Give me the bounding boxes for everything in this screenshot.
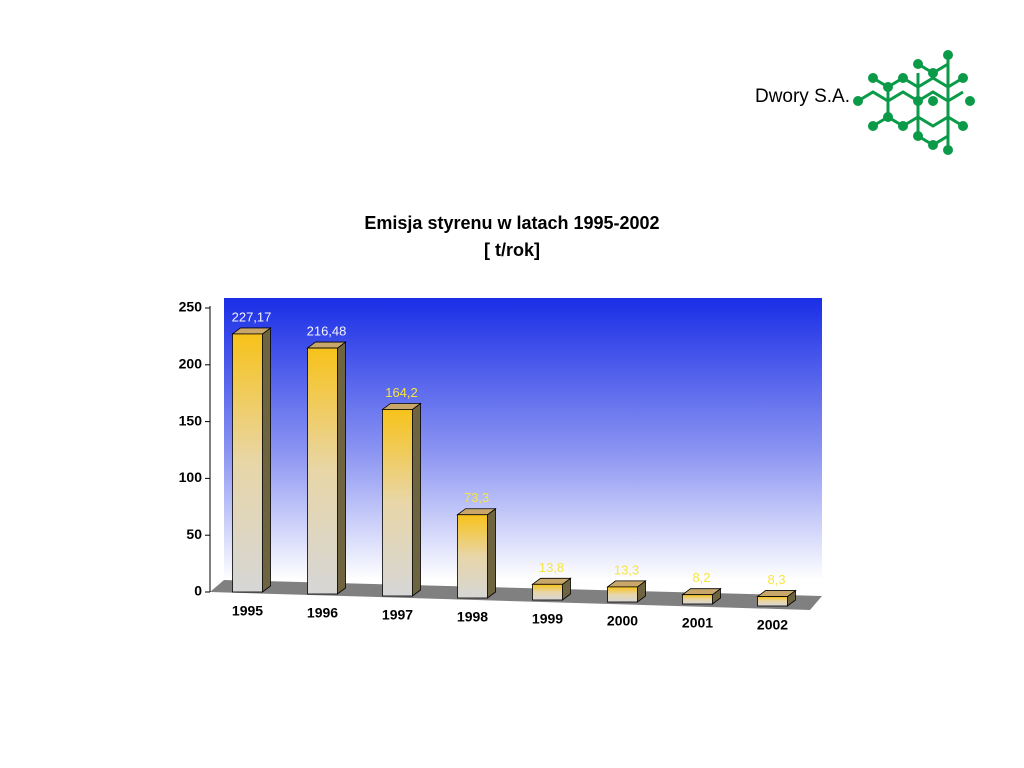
bar-side xyxy=(337,341,346,595)
bar xyxy=(232,333,263,593)
x-tick-label: 1998 xyxy=(457,609,488,625)
bar xyxy=(382,409,413,597)
y-tick-label: 250 xyxy=(179,299,203,315)
value-label: 73,3 xyxy=(464,490,489,505)
x-tick-label: 1996 xyxy=(307,605,338,621)
value-label: 13,3 xyxy=(614,562,639,577)
bar xyxy=(757,596,788,607)
y-tick-label: 0 xyxy=(194,583,202,599)
y-tick-label: 200 xyxy=(179,356,203,372)
x-tick-label: 2001 xyxy=(682,615,713,631)
floor xyxy=(210,580,822,610)
x-tick-label: 2000 xyxy=(607,613,638,629)
x-tick-label: 1997 xyxy=(382,607,413,623)
value-label: 8,2 xyxy=(692,570,710,585)
y-tick-label: 150 xyxy=(179,412,203,428)
value-label: 164,2 xyxy=(385,385,418,400)
bar xyxy=(457,514,488,599)
value-label: 8,3 xyxy=(767,572,785,587)
x-tick-label: 1999 xyxy=(532,611,563,627)
chart-subtitle: [ t/rok] xyxy=(484,240,540,260)
bar-side xyxy=(487,507,496,599)
value-label: 13,8 xyxy=(539,560,564,575)
bar-side xyxy=(262,327,271,593)
value-label: 227,17 xyxy=(232,309,272,324)
chart-title: Emisja styrenu w latach 1995-2002 xyxy=(364,213,659,233)
x-tick-label: 1995 xyxy=(232,603,263,619)
bar-side xyxy=(412,402,421,597)
bar xyxy=(307,347,338,595)
value-label: 216,48 xyxy=(307,324,347,339)
bar xyxy=(682,594,713,605)
bar xyxy=(607,586,638,603)
logo xyxy=(853,50,975,155)
x-tick-label: 2002 xyxy=(757,617,788,633)
y-tick-label: 100 xyxy=(179,469,203,485)
y-tick-label: 50 xyxy=(186,526,202,542)
bar xyxy=(532,583,563,601)
company-name: Dwory S.A. xyxy=(755,86,850,107)
